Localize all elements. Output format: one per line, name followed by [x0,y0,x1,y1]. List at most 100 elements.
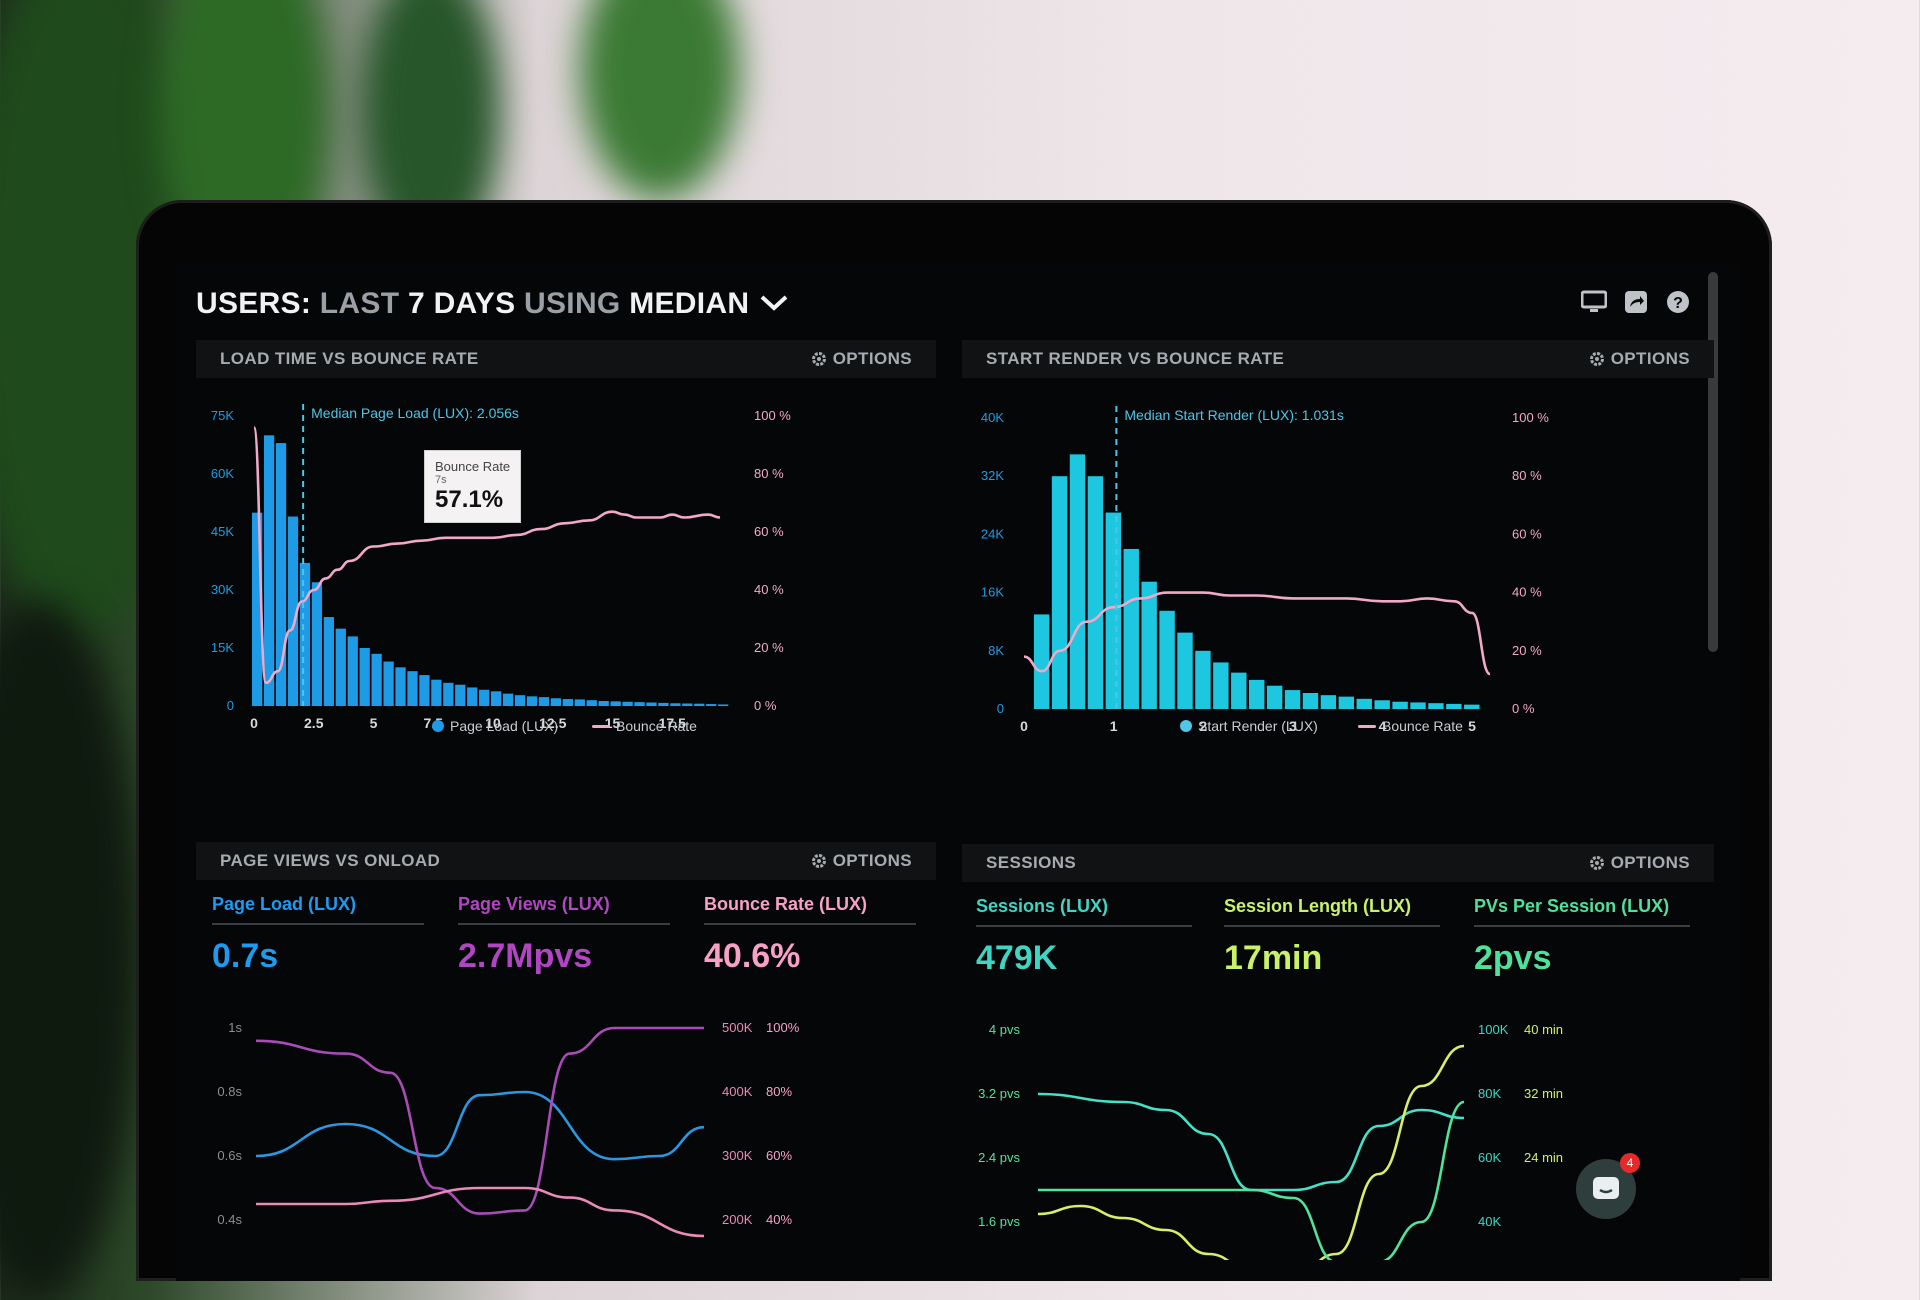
histogram-bar [634,702,645,706]
monitor-icon[interactable] [1580,288,1608,316]
histogram-bar [431,679,442,706]
y-tick-label: 60K [211,466,234,481]
bounce-rate-line [1023,591,1492,676]
histogram-bar [694,703,705,706]
y2-tick-label: 60K [1478,1150,1501,1165]
series-line [255,1186,705,1238]
scrollbar[interactable] [1708,272,1718,652]
y2-tick-label: 400K [722,1084,753,1099]
panel-header: START RENDER VS BOUNCE RATE OPTIONS [962,340,1714,378]
legend-bounce-rate[interactable]: Bounce Rate [592,718,697,734]
histogram-bar [1302,692,1319,709]
histogram-bar [1033,614,1050,709]
options-label: OPTIONS [832,349,912,368]
y2-tick-label: 40K [1478,1214,1501,1229]
y-tick-label: 40K [981,410,1004,425]
options-label: OPTIONS [1610,853,1690,872]
title-users: USERS: [196,287,312,320]
metric-page-views: Page Views (LUX) 2.7Mpvs [458,894,670,976]
histogram-bar [670,703,681,706]
options-button[interactable]: OPTIONS [811,349,912,369]
metric-value: 2.7Mpvs [458,937,593,975]
median-label: Median Page Load (LUX): 2.056s [311,405,519,421]
chat-button[interactable]: 4 [1576,1153,1640,1219]
share-icon[interactable] [1622,288,1650,316]
y2-tick-label: 40 % [754,582,784,597]
median-label: Median Start Render (LUX): 1.031s [1124,407,1343,423]
panel-title: START RENDER VS BOUNCE RATE [986,349,1285,368]
metric-label: Page Load (LUX) [212,894,424,925]
histogram-bar [359,648,370,706]
toolbar-icons: ? [1580,288,1692,316]
histogram-bar [275,443,287,706]
histogram-bar [622,701,633,706]
x-tick-label: 0 [250,715,258,731]
y-tick-label: 0.8s [217,1084,242,1099]
y-tick-label: 30K [211,582,234,597]
panel-header: LOAD TIME VS BOUNCE RATE OPTIONS [196,340,936,378]
start-render-panel: START RENDER VS BOUNCE RATE OPTIONS 0 8K 1… [962,340,1714,750]
y-tick-label: 16K [981,585,1004,600]
sessions-chart: 1.6 pvs 2.4 pvs 3.2 pvs 4 pvs 40K 60K 80K 100K 2… [978,1022,1563,1260]
x-tick-label: 3 [1289,718,1297,734]
options-label: OPTIONS [832,851,912,870]
metric-value: 0.7s [212,937,279,975]
options-button[interactable]: OPTIONS [1589,853,1690,873]
tooltip-sub: 7s [435,474,447,486]
notification-badge: 4 [1620,1153,1640,1173]
y-tick-label: 45K [211,524,234,539]
histogram-bar [1266,685,1283,709]
x-tick-label: 5 [370,715,378,731]
metric-page-load: Page Load (LUX) 0.7s [212,894,424,976]
legend-bounce-rate[interactable]: Bounce Rate [1358,718,1463,734]
y2-tick-label: 0 % [754,698,777,713]
options-button[interactable]: OPTIONS [1589,349,1690,369]
histogram-bar [383,661,394,706]
help-icon[interactable]: ? [1664,288,1692,316]
y2-tick-label: 60 % [1512,526,1542,541]
metric-bounce-rate: Bounce Rate (LUX) 40.6% [704,894,916,976]
chevron-down-icon[interactable] [759,289,789,320]
histogram-bar [646,702,657,706]
panel-title: LOAD TIME VS BOUNCE RATE [220,349,479,368]
y3-tick-label: 24 min [1524,1150,1563,1165]
histogram-bar [287,516,299,706]
panel-title: PAGE VIEWS VS ONLOAD [220,851,441,870]
title-median[interactable]: MEDIAN [629,287,750,320]
series-line [1037,1044,1465,1260]
legend-start-render[interactable]: Start Render (LUX) [1180,718,1318,734]
legend-page-load[interactable]: Page Load (LUX) [432,718,558,734]
histogram-bar [395,667,406,706]
y2-tick-label: 80 % [1512,468,1542,483]
options-button[interactable]: OPTIONS [811,851,912,871]
page-views-panel: PAGE VIEWS VS ONLOAD OPTIONS Page Load (… [196,842,936,1272]
y2-tick-label: 500K [722,1020,753,1035]
histogram-bar [1446,703,1462,709]
y2-tick-label: 20 % [1512,643,1542,658]
title-using: USING [524,287,621,320]
histogram-bar [1159,610,1175,709]
load-time-panel: LOAD TIME VS BOUNCE RATE OPTIONS 0 15K 30K… [196,340,936,750]
metric-label: Session Length (LUX) [1224,896,1440,927]
x-tick-label: 5 [1468,718,1476,734]
histogram-bar [1249,679,1265,709]
histogram-bar [598,700,609,706]
histogram-bar [263,435,275,706]
y2-tick-label: 100 % [1512,410,1549,425]
histogram-bar [586,700,597,706]
title-days: 7 DAYS [407,287,516,320]
y2-tick-label: 300K [722,1148,753,1163]
start-render-chart: 0 8K 16K 24K 32K 40K 0 % 20 % 40 % 60 % 80 % 100 % 0… [981,406,1549,734]
metric-pvs-per-session: PVs Per Session (LUX) 2pvs [1474,896,1690,978]
histogram-bar [526,696,538,706]
x-tick-label: 2.5 [304,715,324,731]
histogram-bar [1392,701,1408,709]
y-tick-label: 75K [211,408,234,423]
page-views-chart: 0.4s 0.6s 0.8s 1s 200K 300K 400K 500K 40% 60% 80% 1… [217,1020,800,1238]
legend-label: Bounce Rate [616,718,697,734]
series-line [1037,1092,1465,1192]
histogram-bar [1410,702,1426,709]
tooltip-value: 57.1% [435,486,504,513]
y-tick-label: 0 [227,698,234,713]
gear-icon [811,854,826,868]
